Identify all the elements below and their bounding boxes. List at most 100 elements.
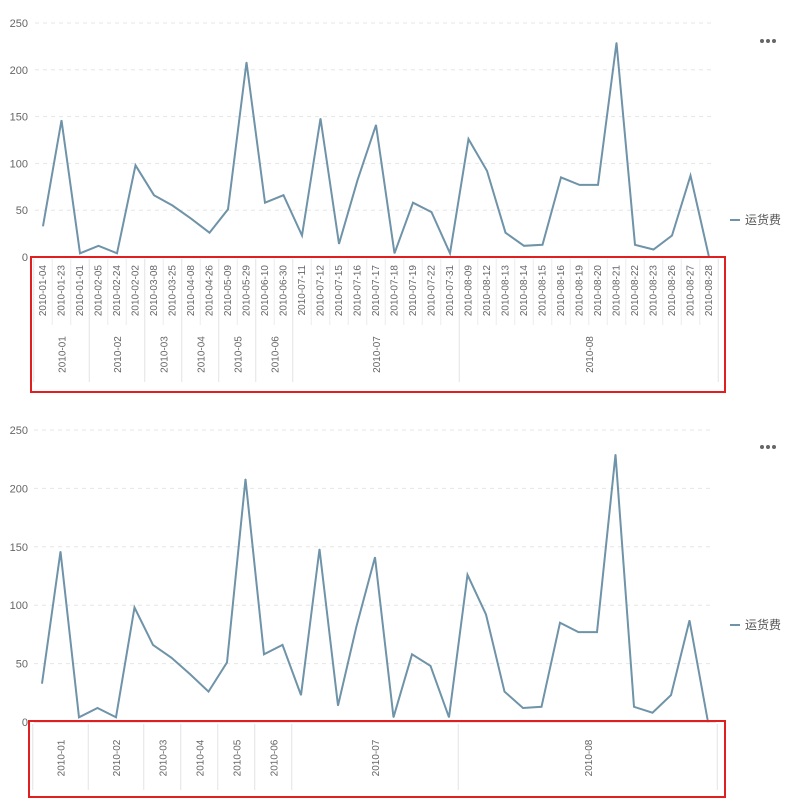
data-point — [689, 619, 690, 621]
x-tick-label: 2010-08-23 — [649, 265, 660, 317]
data-point — [486, 170, 488, 172]
x-tick-label: 2010-08-14 — [519, 265, 530, 317]
month-label: 2010-06 — [270, 336, 281, 373]
data-point — [79, 252, 81, 254]
legend-label: 运货费 — [745, 212, 781, 227]
x-tick-label: 2010-01-01 — [75, 265, 86, 317]
x-tick-label: 2010-07-31 — [445, 265, 456, 317]
month-label: 2010-07 — [371, 739, 382, 776]
data-point — [430, 665, 431, 667]
more-dots-icon[interactable] — [760, 30, 780, 43]
data-point — [189, 673, 191, 675]
data-point — [152, 644, 154, 646]
data-point — [208, 691, 209, 693]
more-dots-icon[interactable] — [760, 436, 780, 449]
x-axis-highlight-box — [28, 720, 726, 798]
y-tick-label: 150 — [10, 112, 28, 124]
data-point — [134, 607, 135, 609]
x-tick-label: 2010-02-02 — [131, 265, 142, 317]
data-point — [412, 202, 414, 204]
month-label: 2010-01 — [57, 739, 68, 776]
x-tick-label: 2010-07-16 — [353, 265, 364, 317]
data-point — [301, 234, 303, 236]
line-chart-bottom: 0 50 100 150 200 250 2010-01 2010-02 2010-03 2010… — [10, 425, 781, 790]
data-point — [560, 176, 562, 178]
data-point — [300, 694, 302, 696]
data-point — [468, 138, 469, 140]
month-label: 2010-03 — [159, 336, 170, 373]
y-tick-label: 0 — [22, 252, 28, 264]
data-point — [671, 234, 673, 236]
data-point — [356, 625, 357, 627]
x-tick-label: 2010-07-19 — [408, 265, 419, 317]
month-label: 2010-02 — [113, 336, 124, 373]
x-tick-label: 2010-06-30 — [279, 265, 290, 317]
data-point — [431, 211, 432, 213]
data-point — [394, 252, 395, 254]
month-label: 2010-03 — [158, 739, 169, 776]
x-tick-label: 2010-07-22 — [427, 265, 438, 317]
month-label: 2010-08 — [584, 739, 595, 776]
y-tick-label: 200 — [10, 483, 28, 495]
data-point — [116, 252, 118, 254]
data-point — [97, 707, 98, 709]
x-tick-label: 2010-08-16 — [556, 265, 567, 317]
data-point — [633, 706, 635, 708]
x-tick-label: 2010-08-27 — [686, 265, 697, 317]
y-tick-label: 200 — [10, 65, 28, 77]
data-point — [652, 712, 653, 714]
x-axis-highlight-box — [30, 256, 726, 393]
data-point — [245, 478, 246, 480]
x-tick-label: 2010-03-25 — [168, 265, 179, 317]
x-tick-label: 2010-08-12 — [482, 265, 493, 317]
x-tick-label: 2010-08-15 — [538, 265, 549, 317]
x-tick-label: 2010-01-04 — [38, 265, 49, 317]
x-tick-label: 2010-07-15 — [334, 265, 345, 317]
data-point — [337, 705, 339, 707]
x-tick-label: 2010-04-26 — [205, 265, 216, 317]
month-label: 2010-02 — [112, 739, 123, 776]
data-point — [485, 614, 487, 616]
data-point — [522, 707, 524, 709]
data-point — [135, 164, 136, 166]
month-label: 2010-08 — [585, 336, 596, 373]
month-label: 2010-04 — [196, 336, 207, 373]
data-point — [226, 661, 228, 663]
x-tick-label: 2010-07-11 — [297, 265, 308, 316]
data-point — [41, 682, 43, 684]
data-point — [690, 175, 691, 177]
data-point — [616, 42, 617, 44]
data-point — [615, 454, 616, 456]
y-tick-label: 100 — [10, 600, 28, 612]
x-tick-label: 2010-02-05 — [94, 265, 105, 317]
x-tick-label: 2010-07-12 — [316, 265, 327, 317]
data-point — [61, 119, 62, 121]
data-point — [523, 245, 525, 247]
legend-label: 运货费 — [745, 617, 781, 632]
data-point — [411, 653, 413, 655]
month-label: 2010-07 — [372, 336, 383, 373]
y-tick-label: 250 — [10, 18, 28, 30]
data-point — [559, 622, 561, 624]
data-point — [393, 716, 394, 718]
x-tick-label: 2010-03-08 — [149, 265, 160, 317]
data-point — [78, 716, 80, 718]
data-point — [579, 184, 580, 186]
data-point — [467, 574, 468, 576]
y-tick-label: 0 — [22, 717, 28, 729]
data-point — [115, 716, 117, 718]
data-point — [172, 205, 173, 207]
data-point — [42, 225, 44, 227]
month-label: 2010-01 — [58, 336, 69, 373]
y-tick-label: 50 — [16, 205, 28, 217]
month-label: 2010-05 — [233, 336, 244, 373]
data-point — [263, 653, 265, 655]
x-tick-label: 2010-06-10 — [260, 265, 271, 317]
data-point — [98, 245, 99, 247]
data-point — [597, 184, 599, 186]
chart-panel-top: 0 50 100 150 200 250 2010-01-04 2010-01-23 2010-… — [0, 0, 794, 400]
month-label: 2010-05 — [232, 739, 243, 776]
x-tick-label: 2010-08-26 — [667, 265, 678, 317]
x-tick-label: 2010-08-20 — [593, 265, 604, 317]
series-line — [42, 42, 710, 258]
